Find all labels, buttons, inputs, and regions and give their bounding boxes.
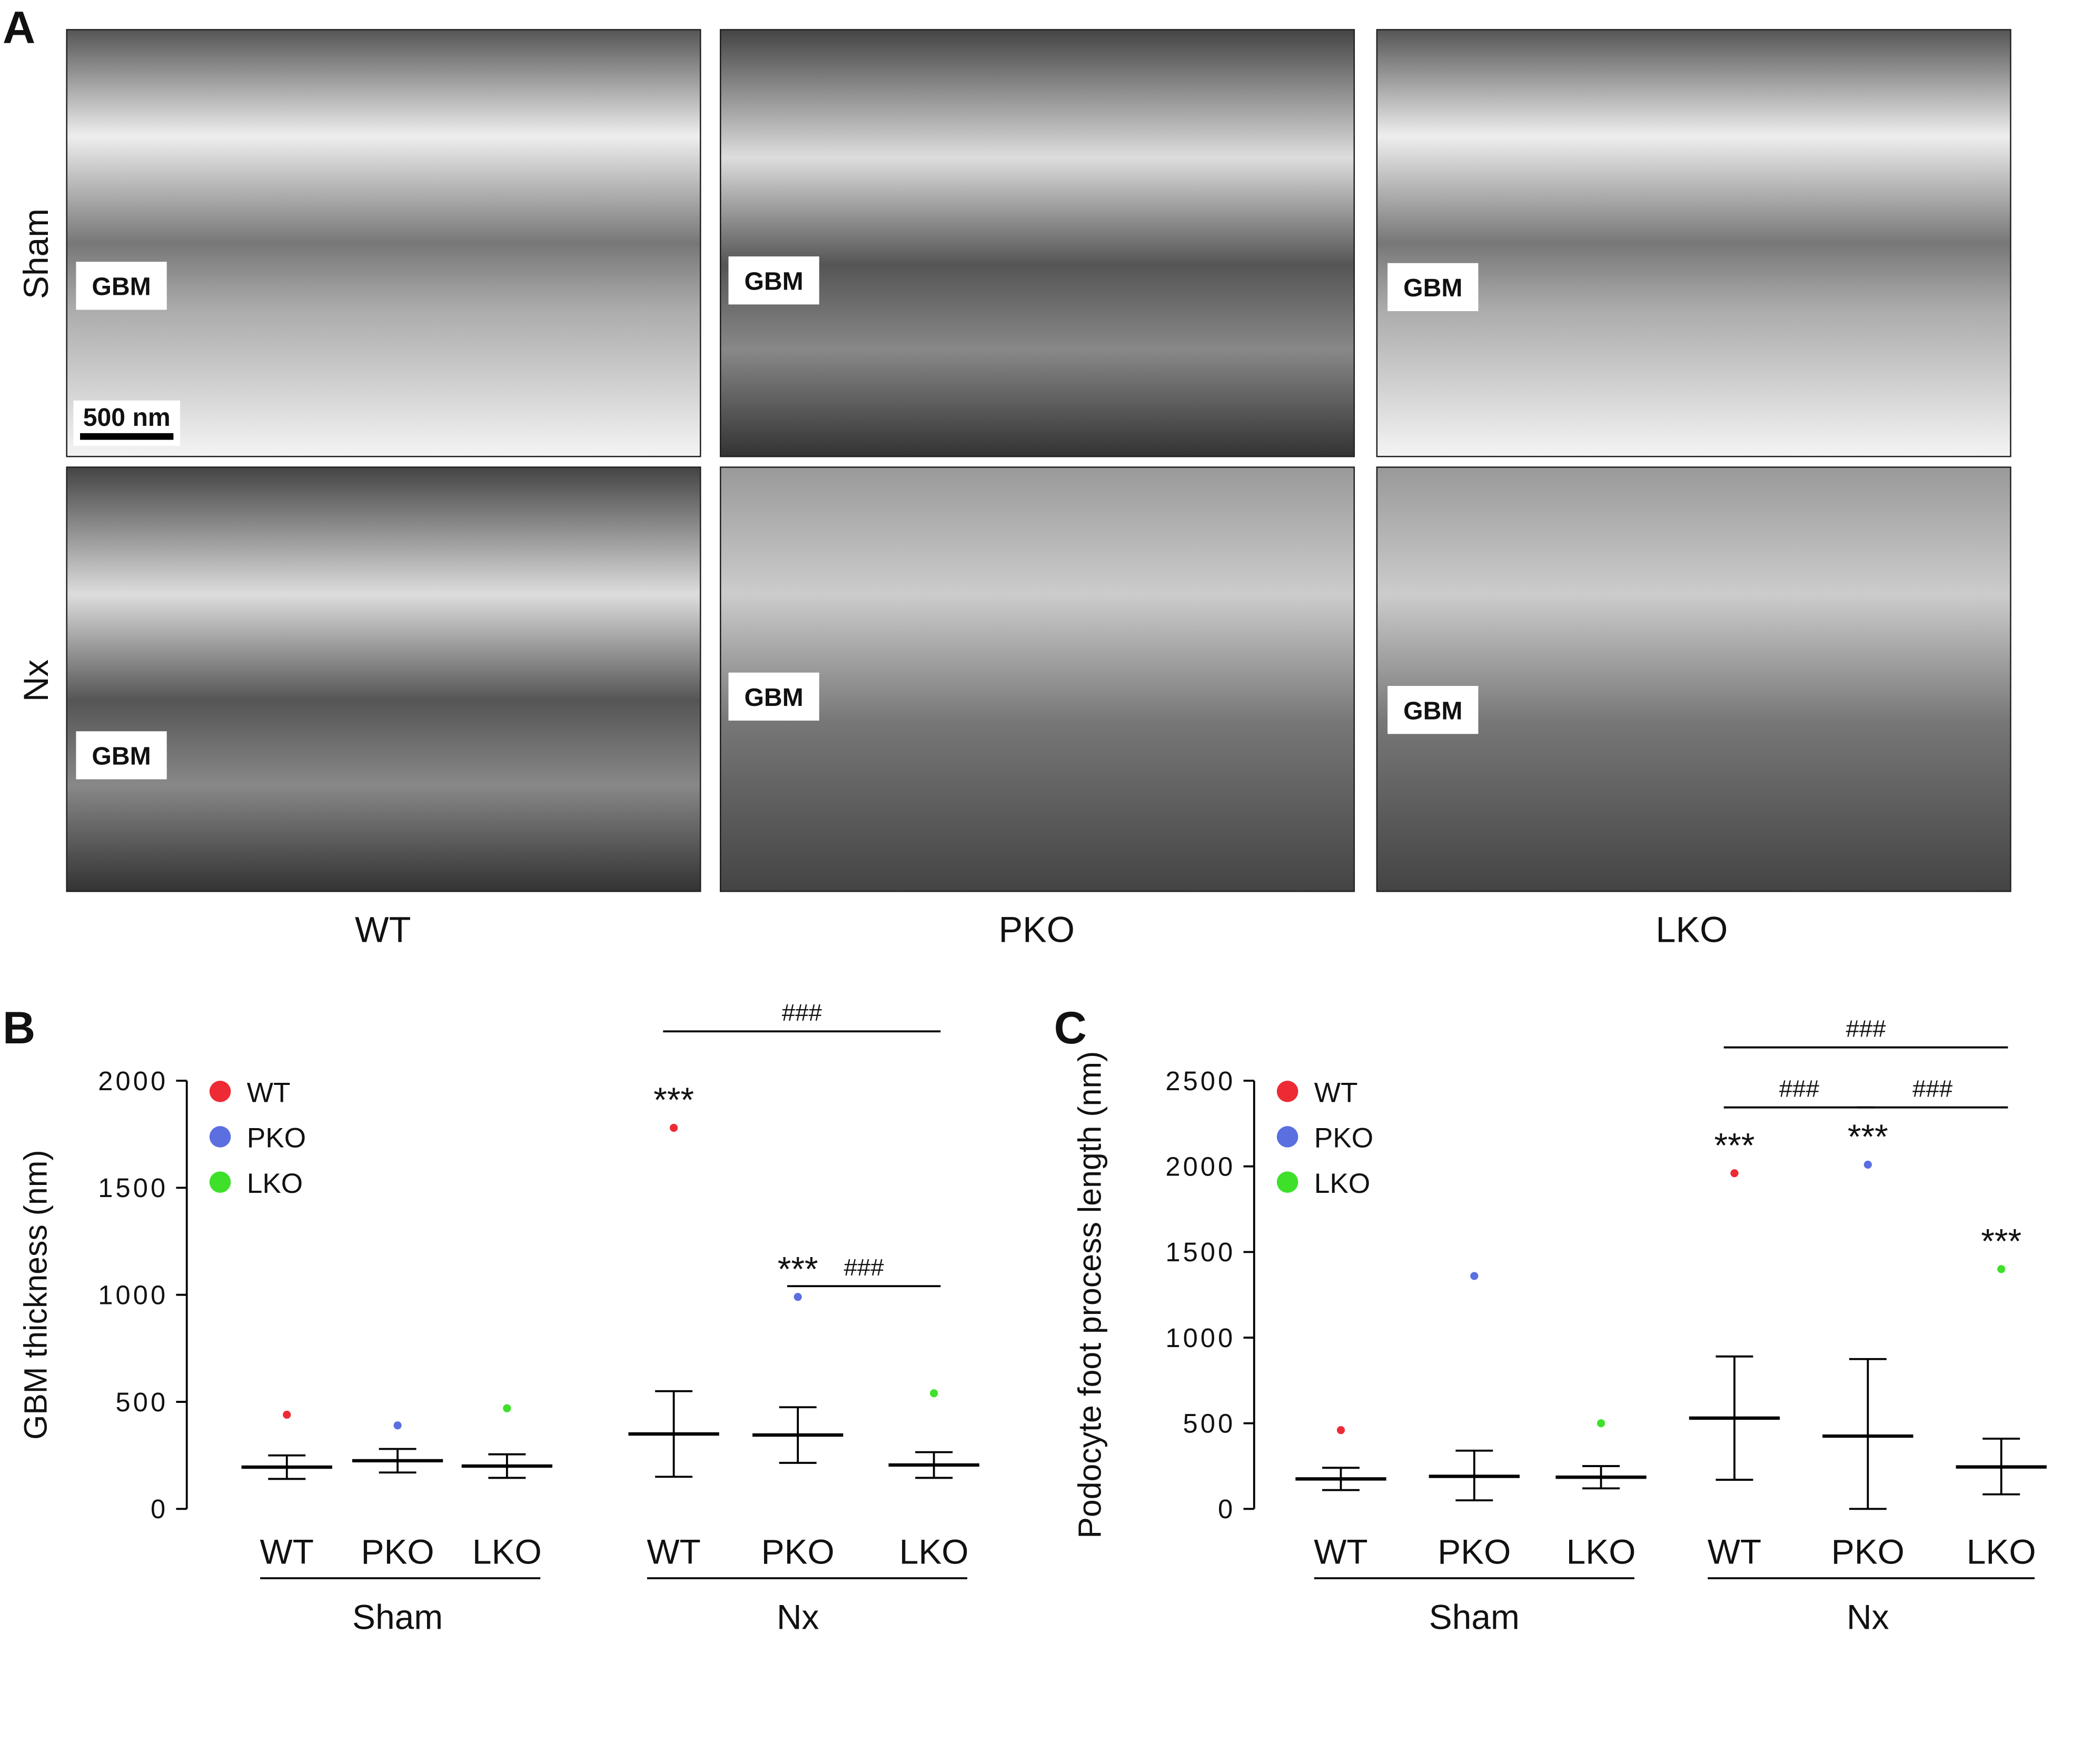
legend-label: WT: [1314, 1078, 1358, 1109]
y-tick-label: 0: [151, 1494, 168, 1524]
panel-label: C: [1054, 1003, 1087, 1053]
y-axis-label: Podocyte foot process length (nm): [1072, 1051, 1107, 1539]
x-tick-label: PKO: [761, 1532, 835, 1571]
y-tick-label: 1000: [98, 1280, 168, 1310]
y-tick-label: 2000: [1165, 1151, 1235, 1181]
x-tick-label: WT: [260, 1532, 314, 1571]
group-label: Sham: [352, 1597, 443, 1636]
significance: ***: [778, 1249, 818, 1288]
significance: ***: [1714, 1125, 1754, 1164]
legend-marker: [209, 1171, 231, 1193]
group-label: Sham: [1429, 1597, 1520, 1636]
max-point: [1730, 1169, 1739, 1178]
y-tick-label: 0: [1218, 1494, 1235, 1524]
gbm-label: GBM: [1403, 696, 1462, 725]
max-point: [930, 1389, 938, 1398]
significance: ***: [1981, 1222, 2021, 1261]
micrographs: [66, 29, 2011, 892]
legend-label: PKO: [247, 1123, 306, 1154]
column-label: LKO: [1655, 910, 1728, 950]
bracket-label: ###: [844, 1254, 885, 1281]
y-tick-label: 2500: [1165, 1066, 1235, 1096]
gbm-label: GBM: [92, 742, 151, 771]
max-point: [1997, 1265, 2006, 1273]
legend-label: LKO: [247, 1168, 303, 1199]
max-point: [1863, 1160, 1872, 1169]
y-tick-label: 2000: [98, 1066, 168, 1096]
significance: ***: [653, 1080, 694, 1119]
y-tick-label: 1500: [98, 1173, 168, 1203]
micrograph: [719, 29, 1355, 457]
x-tick-label: PKO: [1437, 1532, 1511, 1571]
x-tick-label: PKO: [361, 1532, 434, 1571]
x-tick-label: LKO: [472, 1532, 542, 1571]
legend-label: PKO: [1314, 1123, 1373, 1154]
bracket-label: ###: [1846, 1015, 1886, 1042]
column-label: PKO: [999, 910, 1075, 950]
y-tick-label: 1500: [1165, 1237, 1235, 1267]
bracket-label: ###: [1779, 1075, 1820, 1102]
gbm-label: GBM: [744, 267, 803, 295]
max-point: [283, 1410, 291, 1419]
y-tick-label: 500: [116, 1387, 168, 1417]
max-point: [393, 1421, 402, 1430]
row-label: Nx: [16, 660, 55, 702]
max-point: [503, 1404, 511, 1412]
legend-label: LKO: [1314, 1168, 1370, 1199]
legend-label: WT: [247, 1078, 291, 1109]
max-point: [1597, 1419, 1605, 1428]
max-point: [794, 1293, 802, 1301]
y-tick-label: 1000: [1165, 1323, 1235, 1353]
legend-marker: [1276, 1081, 1298, 1102]
row-label: Sham: [16, 208, 55, 299]
micrograph: [1376, 466, 2011, 892]
legend-marker: [1276, 1171, 1298, 1193]
significance: ***: [1848, 1117, 1888, 1156]
micrograph: [66, 466, 701, 892]
micrograph: [66, 29, 701, 457]
x-tick-label: WT: [1708, 1532, 1761, 1571]
x-tick-label: PKO: [1831, 1532, 1905, 1571]
legend-marker: [209, 1126, 231, 1148]
max-point: [669, 1123, 678, 1132]
gbm-label: GBM: [92, 273, 151, 301]
x-tick-label: WT: [647, 1532, 700, 1571]
panel-label: A: [3, 3, 35, 53]
x-tick-label: LKO: [1566, 1532, 1636, 1571]
legend-marker: [209, 1081, 231, 1102]
micrograph: [719, 466, 1355, 892]
gbm-label: GBM: [1403, 274, 1462, 302]
scale-label: 500 nm: [83, 403, 171, 432]
micrograph: [1376, 29, 2011, 457]
column-label: WT: [355, 910, 411, 950]
x-tick-label: WT: [1314, 1532, 1367, 1571]
group-label: Nx: [777, 1597, 819, 1636]
max-point: [1470, 1272, 1479, 1280]
x-tick-label: LKO: [899, 1532, 969, 1571]
gbm-label: GBM: [744, 683, 803, 712]
max-point: [1336, 1426, 1345, 1434]
x-tick-label: LKO: [1967, 1532, 2036, 1571]
bracket-label: ###: [782, 999, 822, 1026]
bracket-label: ###: [1912, 1075, 1953, 1102]
group-label: Nx: [1847, 1597, 1889, 1636]
legend-marker: [1276, 1126, 1298, 1148]
y-tick-label: 500: [1183, 1408, 1236, 1438]
panel-label: B: [3, 1003, 35, 1053]
y-axis-label: GBM thickness (nm): [18, 1150, 54, 1440]
